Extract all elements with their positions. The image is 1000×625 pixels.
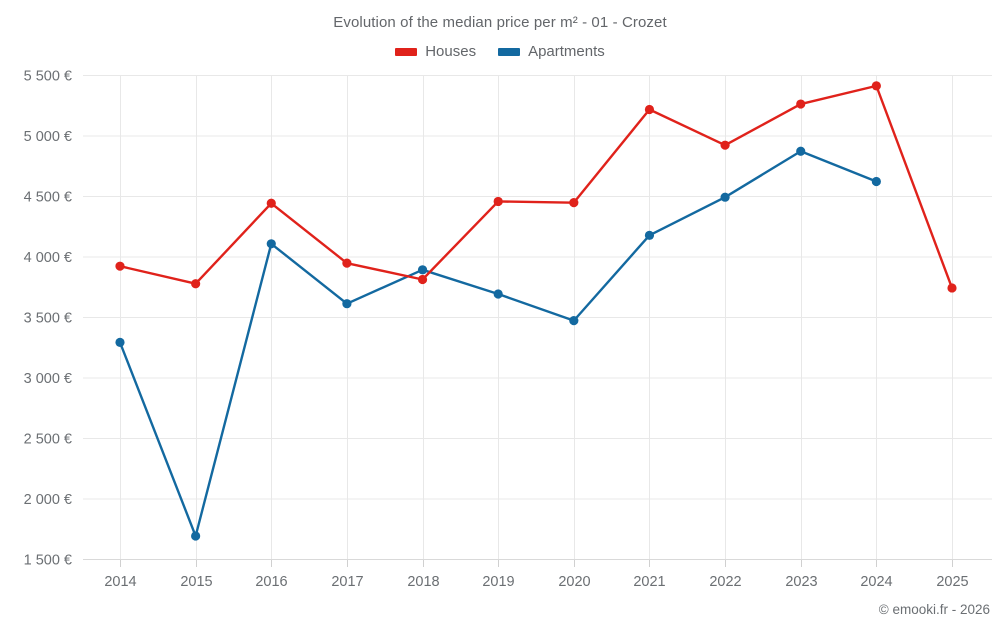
legend-label-houses: Houses bbox=[425, 43, 477, 60]
data-point-houses[interactable] bbox=[947, 283, 957, 293]
data-point-houses[interactable] bbox=[720, 140, 730, 150]
y-axis-tick-label: 3 500 € bbox=[24, 311, 72, 327]
legend-swatch-houses bbox=[395, 47, 418, 56]
data-point-houses[interactable] bbox=[493, 196, 503, 207]
chart-legend: Houses Apartments bbox=[0, 44, 1000, 59]
x-axis-tick-label: 2023 bbox=[785, 574, 817, 590]
data-point-houses[interactable] bbox=[644, 104, 655, 115]
y-axis-tick-label: 4 500 € bbox=[24, 190, 72, 206]
y-axis-tick-label: 2 000 € bbox=[24, 492, 72, 508]
x-axis-tick-label: 2019 bbox=[482, 574, 514, 590]
x-axis-tick-label: 2021 bbox=[633, 574, 665, 590]
copyright-credit: © emooki.fr - 2026 bbox=[878, 602, 990, 617]
x-axis-tick-label: 2016 bbox=[255, 574, 287, 590]
data-point-apartments[interactable] bbox=[796, 146, 806, 156]
data-point-apartments[interactable] bbox=[720, 192, 730, 202]
data-point-apartments[interactable] bbox=[644, 230, 655, 240]
data-point-houses[interactable] bbox=[796, 99, 806, 109]
data-point-houses[interactable] bbox=[191, 279, 201, 289]
data-point-houses[interactable] bbox=[871, 81, 881, 91]
data-point-houses[interactable] bbox=[115, 261, 125, 271]
x-axis-tick-label: 2024 bbox=[860, 574, 892, 590]
data-point-apartments[interactable] bbox=[342, 299, 352, 309]
data-point-apartments[interactable] bbox=[871, 176, 881, 187]
data-point-houses[interactable] bbox=[342, 258, 352, 268]
chart-title: Evolution of the median price per m² - 0… bbox=[333, 14, 667, 31]
x-axis-tick-label: 2014 bbox=[104, 574, 136, 590]
x-axis-tick-label: 2017 bbox=[331, 574, 363, 590]
data-point-apartments[interactable] bbox=[191, 531, 201, 541]
data-point-apartments[interactable] bbox=[417, 265, 428, 275]
legend-item-apartments[interactable]: Apartments bbox=[498, 44, 605, 59]
x-axis-tick-label: 2018 bbox=[407, 574, 439, 590]
y-axis-tick-label: 2 500 € bbox=[24, 432, 72, 448]
x-axis-tick-label: 2020 bbox=[558, 574, 590, 590]
data-point-apartments[interactable] bbox=[493, 289, 503, 299]
y-axis-tick-label: 1 500 € bbox=[24, 553, 72, 569]
legend-swatch-apartments bbox=[498, 47, 521, 56]
series-line-houses bbox=[118, 84, 954, 290]
data-point-houses[interactable] bbox=[569, 198, 579, 208]
y-axis-tick-label: 4 000 € bbox=[24, 250, 72, 266]
legend-label-apartments: Apartments bbox=[528, 43, 605, 60]
data-point-houses[interactable] bbox=[266, 198, 276, 208]
y-axis-tick-label: 5 500 € bbox=[24, 69, 72, 85]
y-axis-tick-label: 3 000 € bbox=[24, 371, 72, 387]
data-point-apartments[interactable] bbox=[115, 337, 125, 348]
x-axis-tick-label: 2022 bbox=[709, 574, 741, 590]
x-axis-tick-label: 2015 bbox=[180, 574, 212, 590]
legend-item-houses[interactable]: Houses bbox=[395, 44, 476, 59]
x-axis-tick-label: 2025 bbox=[936, 574, 968, 590]
data-point-apartments[interactable] bbox=[569, 316, 579, 326]
data-point-houses[interactable] bbox=[417, 274, 428, 285]
y-axis-tick-label: 5 000 € bbox=[24, 129, 72, 145]
data-point-apartments[interactable] bbox=[266, 239, 276, 249]
